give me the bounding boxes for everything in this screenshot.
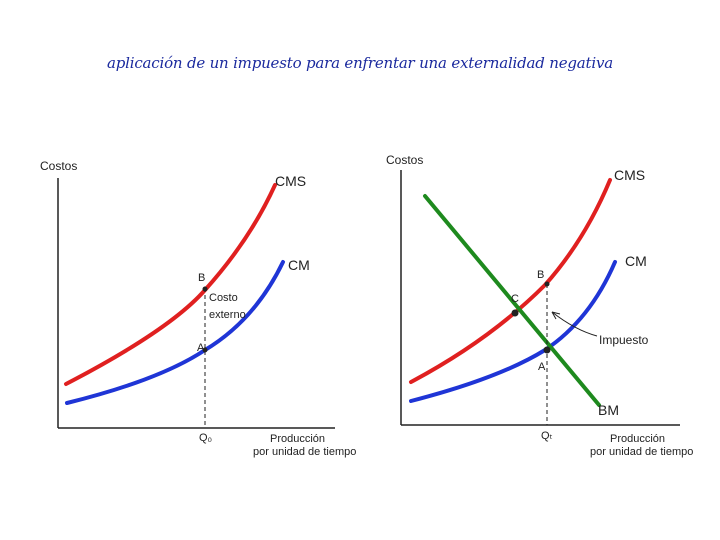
right-point-c-dot: [511, 309, 519, 317]
left-point-a-label: A: [197, 342, 205, 354]
right-point-a-dot: [543, 346, 551, 354]
right-diagram: Costos CMS CM BM B C A Impuesto Qₜ Produ…: [386, 153, 693, 458]
left-cms-curve: [64, 183, 277, 386]
right-cms-label: CMS: [614, 167, 645, 183]
left-cms-label: CMS: [275, 173, 306, 189]
slide-title: aplicación de un impuesto para enfrentar…: [107, 54, 613, 72]
right-cm-label: CM: [625, 253, 647, 269]
right-tax-arrowhead: [551, 311, 561, 320]
right-tax-arrow: [551, 311, 598, 337]
left-gap-label-1: Costo: [209, 292, 238, 304]
left-gap-label-2: externo: [209, 309, 246, 321]
right-point-c-label: C: [511, 293, 519, 305]
left-x-axis-label-2: por unidad de tiempo: [253, 446, 356, 458]
left-x-axis-label-1: Producción: [270, 433, 325, 445]
left-y-axis-label: Costos: [40, 159, 77, 173]
right-x-axis-label-1: Producción: [610, 433, 665, 445]
left-diagram: Costos CMS CM B A Costo externo Q₀ Produ…: [40, 159, 356, 458]
right-bm-curve: [423, 194, 601, 407]
right-tax-label: Impuesto: [599, 333, 649, 347]
right-point-b-label: B: [537, 269, 544, 281]
right-y-axis-label: Costos: [386, 153, 423, 167]
left-q-label: Q₀: [199, 432, 212, 444]
left-point-b-label: B: [198, 272, 205, 284]
right-bm-label: BM: [598, 402, 619, 418]
right-cms-curve: [409, 178, 612, 384]
left-point-b-dot: [202, 286, 208, 292]
right-x-axis-label-2: por unidad de tiempo: [590, 446, 693, 458]
right-q-label: Qₜ: [541, 430, 553, 442]
left-cm-label: CM: [288, 257, 310, 273]
right-point-b-dot: [544, 281, 550, 287]
left-cm-curve: [65, 260, 285, 405]
left-point-a-dot: [202, 347, 208, 353]
right-point-a-label: A: [538, 361, 546, 373]
